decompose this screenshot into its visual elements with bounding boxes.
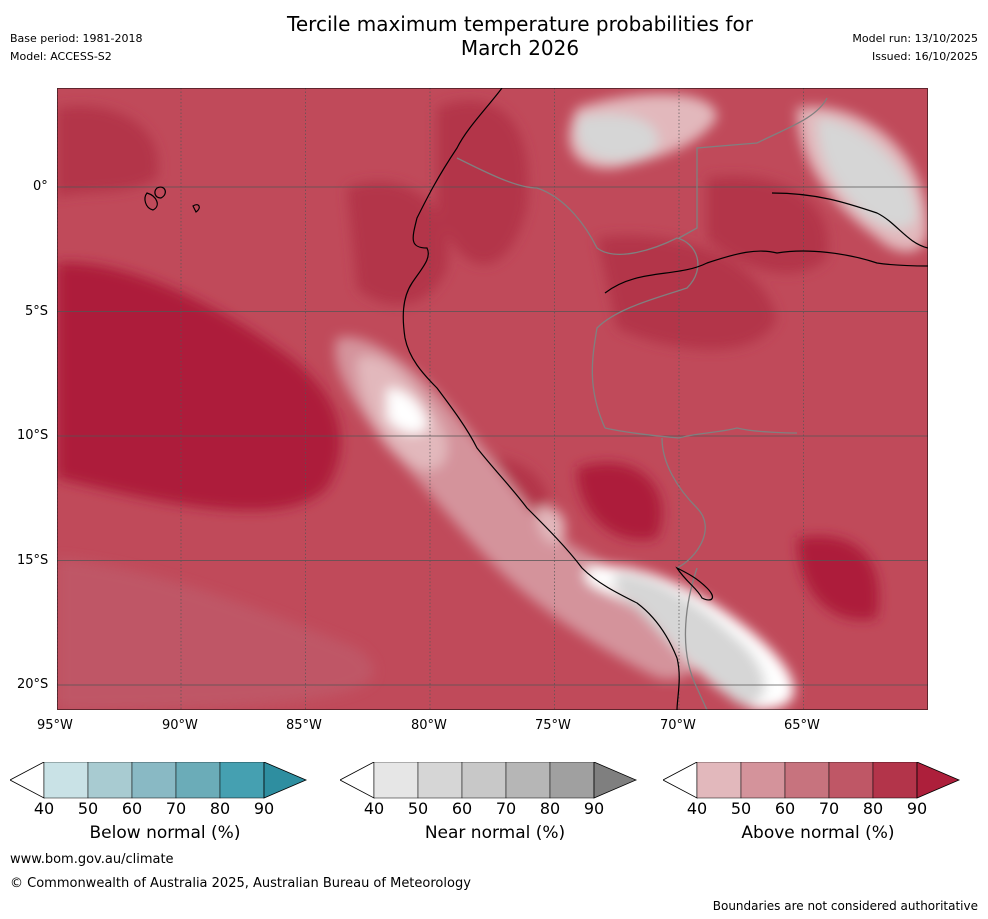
colorbar-tick-label: 40 <box>686 799 708 818</box>
colorbar-max-extension <box>593 761 638 799</box>
colorbar-swatch <box>175 761 221 799</box>
colorbar-tick-label: 40 <box>33 799 55 818</box>
colorbar-tick-label: 60 <box>774 799 796 818</box>
lat-label-15s: 15°S <box>17 553 49 568</box>
colorbar-tick-label: 40 <box>363 799 385 818</box>
colorbar-title: Below normal (%) <box>89 823 241 843</box>
colorbar-max-extension <box>263 761 308 799</box>
colorbar-swatch <box>417 761 463 799</box>
colorbar-tick-label: 50 <box>77 799 99 818</box>
colorbar-swatch <box>872 761 918 799</box>
footer-disclaimer: Boundaries are not considered authoritat… <box>712 899 978 913</box>
colorbar-swatches <box>339 761 638 799</box>
page-title: Tercile maximum temperature probabilitie… <box>0 12 988 60</box>
lon-label-85w: 85°W <box>286 718 322 733</box>
country-borders <box>456 97 828 710</box>
colorbar-swatch <box>219 761 265 799</box>
colorbar-swatch <box>87 761 133 799</box>
latitude-lines <box>57 186 928 686</box>
lon-label-75w: 75°W <box>535 718 571 733</box>
colorbar-swatch <box>131 761 177 799</box>
longitude-lines <box>57 88 804 710</box>
colorbar-max-extension <box>916 761 961 799</box>
title-line-2: March 2026 <box>460 36 580 60</box>
probability-map <box>57 88 928 710</box>
lat-label-20s: 20°S <box>17 677 49 692</box>
colorbar-tick-label: 90 <box>906 799 928 818</box>
colorbar-swatch <box>505 761 551 799</box>
colorbar-title: Above normal (%) <box>741 823 895 843</box>
colorbar-tick-label: 60 <box>121 799 143 818</box>
lon-label-80w: 80°W <box>411 718 447 733</box>
base-period: Base period: 1981-2018 <box>10 32 143 45</box>
colorbar-tick-label: 80 <box>209 799 231 818</box>
colorbar-swatch <box>696 761 742 799</box>
colorbar-min-extension <box>662 761 698 799</box>
colorbar-tick-label: 80 <box>539 799 561 818</box>
issued-date: Issued: 16/10/2025 <box>871 50 978 63</box>
title-line-1: Tercile maximum temperature probabilitie… <box>287 12 753 36</box>
footer-url: www.bom.gov.au/climate <box>10 852 174 867</box>
lon-label-90w: 90°W <box>162 718 198 733</box>
colorbar-below: 40 50 60 70 80 90 Below normal (%) <box>9 761 320 843</box>
colorbar-title: Near normal (%) <box>424 823 566 843</box>
model-run: Model run: 13/10/2025 <box>852 32 978 45</box>
colorbar-tick-label: 60 <box>451 799 473 818</box>
colorbar-tick-label: 90 <box>583 799 605 818</box>
footer-copyright: © Commonwealth of Australia 2025, Austra… <box>10 876 471 891</box>
coastline <box>144 88 928 710</box>
lat-label-5s: 5°S <box>25 304 49 319</box>
colorbar-swatch <box>828 761 874 799</box>
colorbar-tick-label: 50 <box>730 799 752 818</box>
lon-label-65w: 65°W <box>784 718 820 733</box>
colorbar-swatches <box>9 761 308 799</box>
colorbar-above: 40 50 60 70 80 90 Above normal (%) <box>662 761 973 843</box>
colorbar-swatch <box>784 761 830 799</box>
lon-label-70w: 70°W <box>660 718 696 733</box>
colorbar-min-extension <box>9 761 45 799</box>
model-name: Model: ACCESS-S2 <box>10 50 112 63</box>
colorbar-min-extension <box>339 761 375 799</box>
colorbar-swatch <box>43 761 89 799</box>
lat-label-0: 0° <box>33 179 48 194</box>
map-frame <box>57 88 928 710</box>
colorbar-swatch <box>549 761 595 799</box>
colorbar-swatches <box>662 761 961 799</box>
colorbar-tick-label: 80 <box>862 799 884 818</box>
colorbar-tick-label: 70 <box>495 799 517 818</box>
lon-label-95w: 95°W <box>37 718 73 733</box>
colorbar-swatch <box>740 761 786 799</box>
colorbar-tick-label: 90 <box>253 799 275 818</box>
colorbar-near: 40 50 60 70 80 90 Near normal (%) <box>339 761 650 843</box>
colorbar-tick-label: 70 <box>165 799 187 818</box>
lat-label-10s: 10°S <box>17 428 49 443</box>
colorbar-swatch <box>373 761 419 799</box>
colorbar-swatch <box>461 761 507 799</box>
colorbar-tick-label: 70 <box>818 799 840 818</box>
colorbar-tick-label: 50 <box>407 799 429 818</box>
probability-contours <box>57 94 928 710</box>
